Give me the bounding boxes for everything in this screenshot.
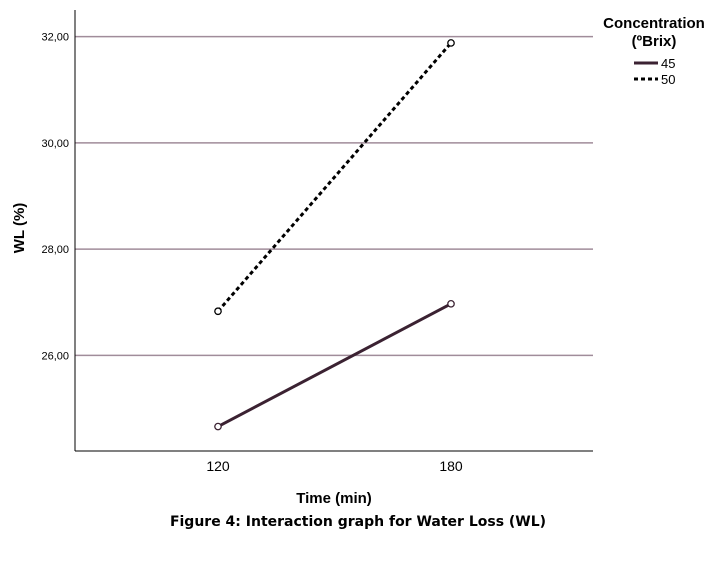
y-tick-labels: 26,00 28,00 30,00 32,00	[41, 32, 69, 363]
y-axis-title: WL (%)	[11, 203, 28, 254]
y-tick-label: 26,00	[41, 350, 69, 362]
gridlines	[75, 35, 593, 357]
data-point-50	[214, 307, 222, 316]
data-point-50	[447, 39, 455, 47]
legend-label-45: 45	[661, 56, 675, 71]
y-tick-label: 32,00	[41, 32, 69, 44]
data-point-45	[214, 422, 222, 431]
x-axis-title: Time (min)	[296, 490, 372, 507]
axes	[74, 10, 593, 452]
legend-title-line1: Concentration	[603, 15, 705, 32]
x-tick-label: 180	[439, 458, 463, 474]
series-lines	[216, 41, 453, 428]
legend-label-50: 50	[661, 72, 675, 87]
x-tick-labels: 120 180	[206, 458, 463, 474]
y-tick-label: 28,00	[41, 244, 69, 256]
legend-title-line2: (ºBrix)	[632, 33, 677, 50]
data-points	[214, 39, 455, 431]
x-tick-label: 120	[206, 458, 230, 474]
data-point-45	[447, 299, 455, 308]
series-line-50	[216, 41, 453, 313]
series-line-45	[217, 302, 452, 428]
figure-caption: Figure 4: Interaction graph for Water Lo…	[169, 514, 547, 530]
y-tick-label: 30,00	[41, 138, 69, 150]
